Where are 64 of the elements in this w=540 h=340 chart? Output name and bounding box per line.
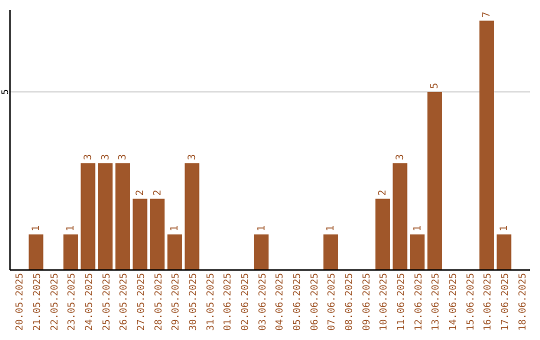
bar [375, 198, 390, 270]
bar [28, 234, 44, 270]
x-tick-label: 20.05.2025 [14, 273, 26, 331]
data-label: 5 [430, 82, 441, 89]
data-label: 2 [135, 190, 146, 196]
bar [323, 234, 338, 270]
data-label: 1 [256, 225, 268, 232]
x-tick-label: 14.06.2025 [448, 273, 459, 331]
x-tick-label: 28.05.2025 [153, 273, 164, 331]
data-label: 3 [100, 154, 112, 160]
bar [150, 198, 165, 270]
x-tick-label: 15.06.2025 [465, 273, 476, 331]
bar [479, 20, 494, 270]
x-tick-label: 13.06.2025 [430, 273, 442, 331]
x-tick-label: 02.06.2025 [240, 273, 251, 331]
data-label: 1 [66, 225, 77, 232]
x-tick-label: 07.06.2025 [326, 273, 338, 331]
x-tick-label: 08.06.2025 [344, 273, 355, 331]
x-tick-label: 31.05.2025 [205, 273, 216, 331]
x-tick-label: 03.06.2025 [257, 273, 268, 331]
x-tick-label: 06.06.2025 [309, 273, 320, 331]
x-tick-label: 23.05.2025 [66, 273, 78, 331]
x-tick-label: 05.06.2025 [292, 273, 303, 331]
data-label: 3 [187, 154, 198, 160]
x-tick-label: 21.05.2025 [32, 273, 43, 331]
data-label: 1 [326, 225, 337, 232]
bar [115, 163, 130, 270]
bar [132, 198, 148, 270]
bar [410, 234, 425, 270]
data-label: 2 [378, 190, 389, 196]
x-tick-label: 30.05.2025 [188, 273, 199, 331]
data-label: 7 [482, 12, 493, 18]
x-tick-label: 11.06.2025 [396, 273, 407, 331]
x-tick-label: 01.06.2025 [222, 273, 234, 331]
data-label: 1 [412, 225, 424, 232]
bar [80, 163, 96, 270]
x-tick-label: 10.06.2025 [378, 273, 390, 331]
data-label: 1 [499, 225, 510, 232]
x-tick-label: 29.05.2025 [170, 273, 182, 331]
data-label: 1 [170, 225, 181, 232]
data-label: 3 [395, 154, 406, 160]
data-label: 1 [31, 225, 42, 232]
bar [98, 163, 113, 270]
data-label: 3 [83, 154, 94, 160]
data-label: 3 [118, 154, 129, 160]
x-tick-label: 12.06.2025 [413, 273, 424, 331]
bar [63, 234, 78, 270]
bar [167, 234, 182, 270]
x-tick-label: 18.06.2025 [517, 273, 528, 331]
x-tick-label: 24.05.2025 [84, 273, 95, 331]
bar [496, 234, 512, 270]
x-tick-label: 17.06.2025 [500, 273, 511, 331]
bar [254, 234, 269, 270]
bar [184, 163, 200, 270]
x-tick-label: 26.05.2025 [118, 273, 130, 331]
x-tick-label: 25.05.2025 [101, 273, 112, 331]
bar [427, 92, 442, 270]
x-tick-label: 04.06.2025 [274, 273, 286, 331]
data-label: 2 [152, 190, 164, 196]
x-tick-label: 16.06.2025 [482, 273, 494, 331]
x-tick-label: 27.05.2025 [136, 273, 147, 331]
bar [392, 163, 408, 270]
x-tick-label: 22.05.2025 [49, 273, 60, 331]
x-tick-label: 09.06.2025 [361, 273, 372, 331]
